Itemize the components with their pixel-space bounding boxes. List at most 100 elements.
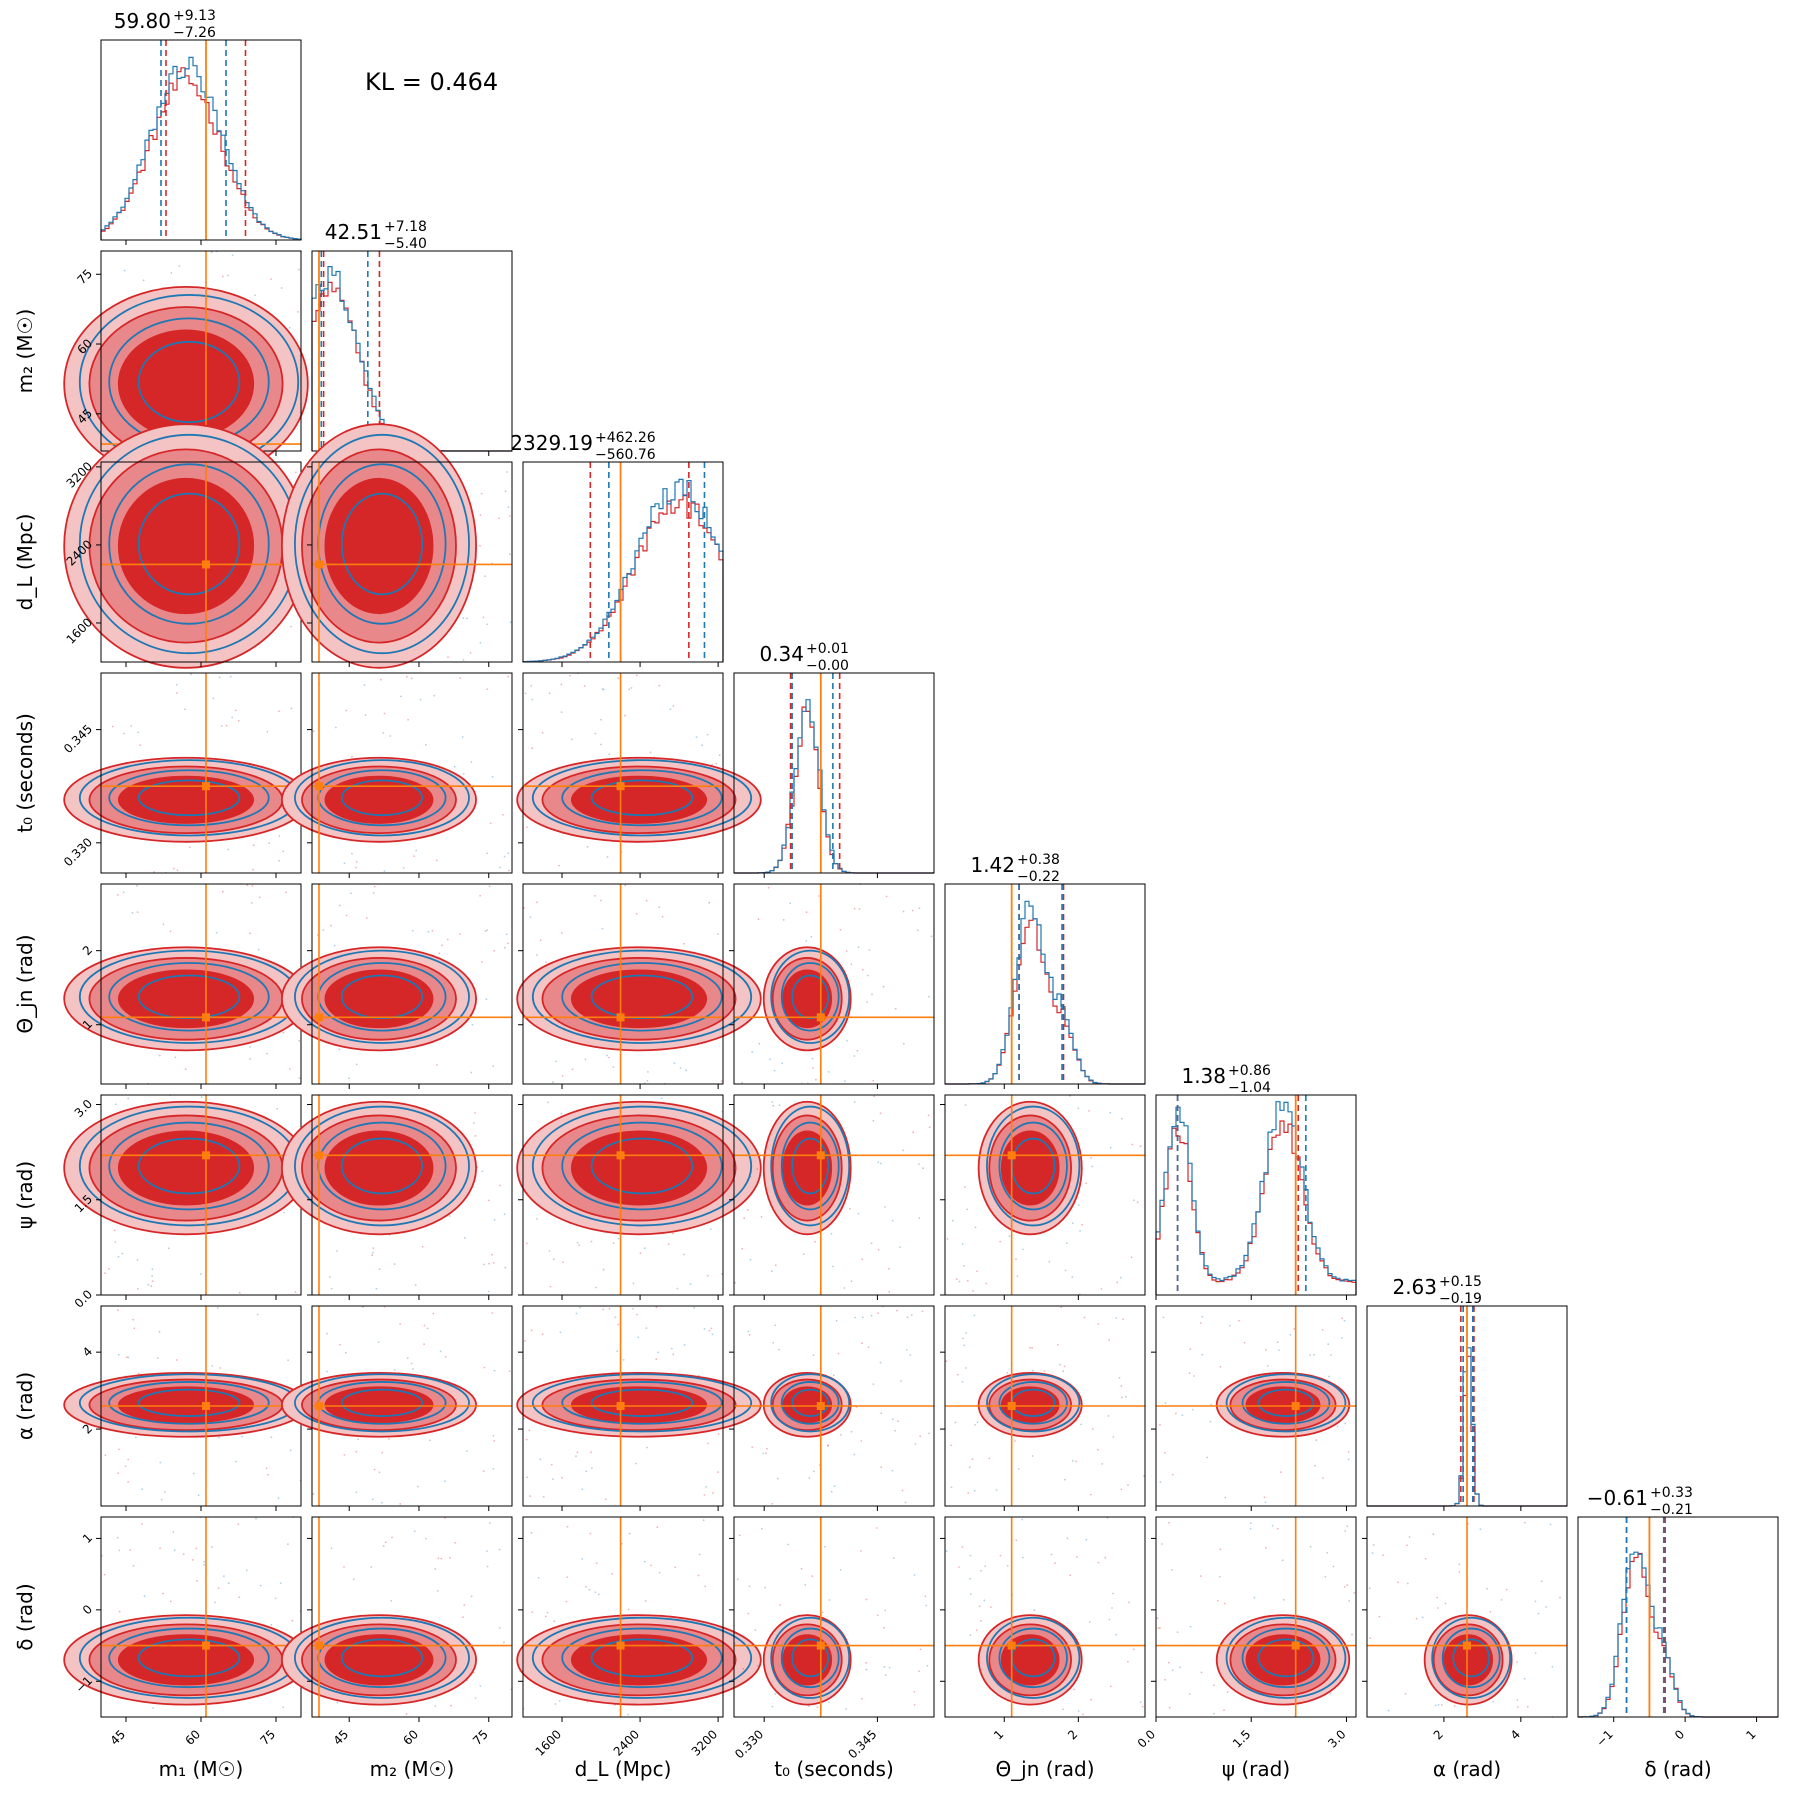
scatter-point <box>741 1248 743 1250</box>
scatter-point <box>647 1080 649 1082</box>
scatter-point <box>550 1286 552 1288</box>
scatter-point <box>749 1334 751 1336</box>
scatter-point <box>1337 1425 1339 1427</box>
scatter-point <box>779 1604 781 1606</box>
scatter-point <box>266 1053 268 1055</box>
scatter-point <box>470 652 472 654</box>
hist-red-0 <box>101 68 301 240</box>
scatter-point <box>613 1242 615 1244</box>
scatter-point <box>911 1314 913 1316</box>
scatter-point <box>364 684 366 686</box>
scatter-point <box>487 1566 489 1568</box>
scatter-point <box>928 1115 930 1117</box>
scatter-point <box>1310 1546 1312 1548</box>
scatter-point <box>152 1707 154 1709</box>
scatter-point <box>603 1269 605 1271</box>
y-axis-label-1: m₂ (M☉) <box>13 309 37 394</box>
scatter-point <box>258 949 260 951</box>
scatter-point <box>707 1275 709 1277</box>
x-tick-label: 3.0 <box>1325 1727 1348 1750</box>
scatter-point <box>1490 1611 1492 1613</box>
scatter-point <box>427 1328 429 1330</box>
scatter-point <box>424 1325 426 1327</box>
scatter-point <box>433 695 435 697</box>
scatter-point <box>185 1068 187 1070</box>
scatter-point <box>345 1352 347 1354</box>
y-tick-label: 75 <box>74 266 95 287</box>
scatter-point <box>1224 1603 1226 1605</box>
scatter-point <box>339 1344 341 1346</box>
scatter-point <box>631 687 633 689</box>
scatter-point <box>903 911 905 913</box>
scatter-point <box>412 930 414 932</box>
scatter-point <box>385 1541 387 1543</box>
scatter-point <box>696 736 698 738</box>
scatter-point <box>778 1349 780 1351</box>
scatter-point <box>561 1477 563 1479</box>
scatter-point <box>719 754 721 756</box>
scatter-point <box>526 1476 528 1478</box>
scatter-point <box>611 1573 613 1575</box>
scatter-point <box>399 1503 401 1505</box>
scatter-point <box>384 713 386 715</box>
scatter-point <box>1545 1606 1547 1608</box>
scatter-point <box>871 1315 873 1317</box>
scatter-point <box>252 885 254 887</box>
scatter-point <box>846 1040 848 1042</box>
scatter-point <box>629 1533 631 1535</box>
scatter-point <box>751 1051 753 1053</box>
scatter-point <box>602 1309 604 1311</box>
panel-0-0: 59.80 +9.13−7.26 <box>101 8 301 245</box>
scatter-point <box>787 1544 789 1546</box>
scatter-point <box>615 1316 617 1318</box>
scatter-point <box>1062 1370 1064 1372</box>
scatter-point <box>595 1287 597 1289</box>
scatter-point <box>693 1307 695 1309</box>
scatter-point <box>223 1575 225 1577</box>
hist-blue-5 <box>1156 1102 1356 1295</box>
scatter-point <box>417 1486 419 1488</box>
x-axis-label-3: t₀ (seconds) <box>774 1757 894 1781</box>
scatter-point <box>701 744 703 746</box>
scatter-point <box>1501 1599 1503 1601</box>
scatter-point <box>356 1064 358 1066</box>
scatter-point <box>479 545 481 547</box>
scatter-point <box>758 1043 760 1045</box>
scatter-point <box>235 710 237 712</box>
y-tick-label: 3.0 <box>72 1097 95 1120</box>
scatter-point <box>771 1101 773 1103</box>
scatter-point <box>486 998 488 1000</box>
truth-marker <box>315 1642 323 1650</box>
scatter-point <box>1071 1276 1073 1278</box>
scatter-point <box>289 1068 291 1070</box>
scatter-point <box>1142 1706 1144 1708</box>
scatter-point <box>1073 1689 1075 1691</box>
scatter-point <box>491 1312 493 1314</box>
truth-marker <box>617 782 625 790</box>
scatter-point <box>378 1341 380 1343</box>
scatter-point <box>1172 1474 1174 1476</box>
scatter-point <box>918 1163 920 1165</box>
scatter-point <box>1405 1693 1407 1695</box>
scatter-point <box>227 275 229 277</box>
scatter-point <box>683 943 685 945</box>
scatter-point <box>493 950 495 952</box>
scatter-point <box>425 744 427 746</box>
scatter-point <box>493 1440 495 1442</box>
scatter-point <box>1322 1329 1324 1331</box>
scatter-point <box>1314 1465 1316 1467</box>
scatter-point <box>866 1599 868 1601</box>
scatter-point <box>976 1630 978 1632</box>
scatter-point <box>530 916 532 918</box>
scatter-point <box>627 1714 629 1716</box>
scatter-point <box>1535 1652 1537 1654</box>
scatter-point <box>127 1098 129 1100</box>
hist-blue-7 <box>1578 1552 1778 1717</box>
scatter-point <box>915 1443 917 1445</box>
title-median-4: 1.42 <box>970 853 1015 877</box>
scatter-point <box>434 1705 436 1707</box>
scatter-point <box>152 1268 154 1270</box>
scatter-point <box>1353 1592 1355 1594</box>
scatter-point <box>567 1526 569 1528</box>
scatter-point <box>121 1253 123 1255</box>
